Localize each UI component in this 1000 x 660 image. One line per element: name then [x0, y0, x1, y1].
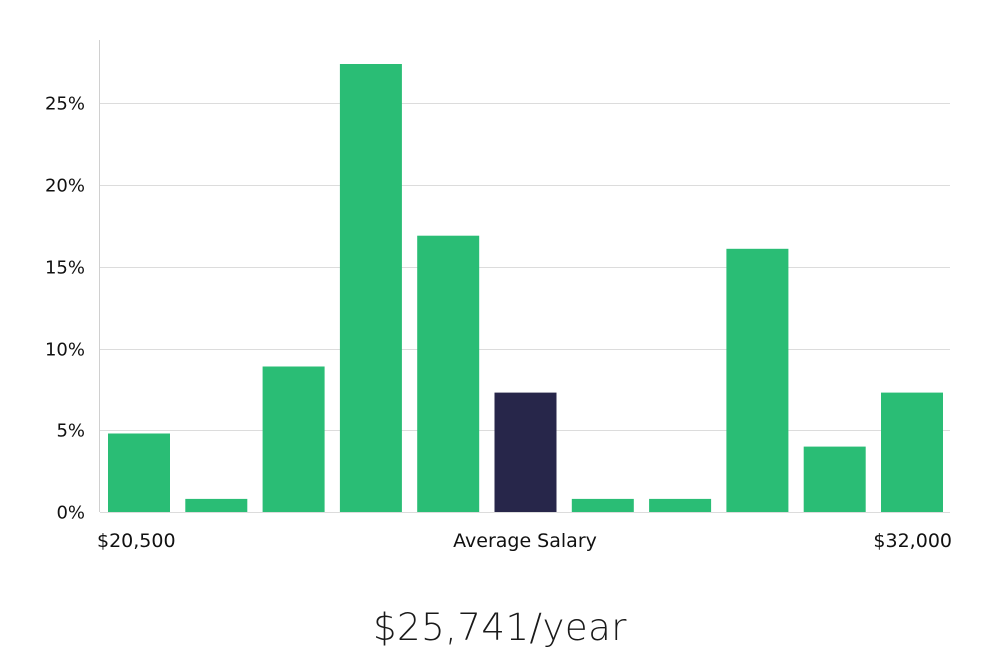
histogram-bar: [881, 392, 943, 512]
y-tick-label: 5%: [56, 421, 85, 442]
histogram-bar: [185, 498, 248, 512]
y-tick-label: 0%: [56, 503, 85, 524]
y-tick-label: 20%: [45, 176, 85, 197]
histogram-bar-average: [494, 392, 557, 512]
histogram-bar: [571, 498, 634, 512]
x-min-label: $20,500: [97, 530, 176, 552]
y-tick-label: 10%: [45, 340, 85, 361]
y-tick-label: 25%: [45, 94, 85, 115]
y-tick-label: 15%: [45, 258, 85, 279]
histogram-bar: [108, 433, 170, 512]
histogram-bar: [417, 235, 480, 512]
y-axis-ticks: 0% 5% 10% 15% 20% 25%: [45, 94, 85, 524]
histogram-bar: [262, 366, 325, 512]
histogram-bar: [339, 64, 402, 512]
gridlines: [100, 103, 950, 513]
bars: [108, 64, 943, 513]
histogram-bar: [726, 248, 789, 513]
x-center-label: Average Salary: [453, 530, 597, 552]
average-salary-headline: $25,741/year: [372, 606, 627, 649]
histogram-bar: [649, 498, 712, 512]
x-max-label: $32,000: [873, 530, 952, 552]
histogram-bar: [803, 446, 866, 512]
